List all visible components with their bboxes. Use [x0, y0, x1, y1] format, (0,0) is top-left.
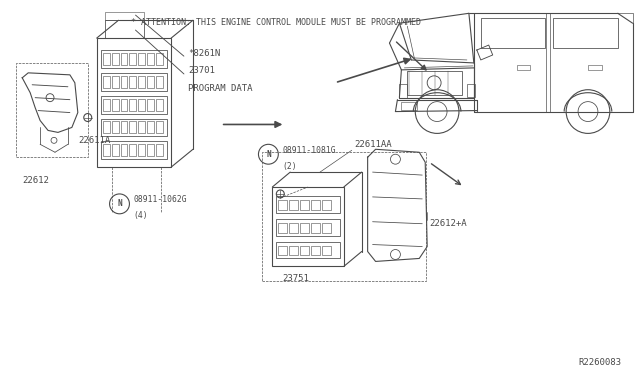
Text: R2260083: R2260083 — [578, 358, 621, 367]
Bar — [278, 246, 287, 256]
Bar — [289, 200, 298, 210]
Bar — [111, 99, 118, 110]
Bar — [300, 200, 309, 210]
Bar — [129, 53, 136, 65]
Bar — [276, 241, 340, 259]
Bar — [102, 122, 109, 134]
Text: *8261N: *8261N — [188, 48, 220, 58]
Bar — [156, 76, 163, 88]
Bar — [100, 141, 167, 159]
Bar — [311, 223, 320, 232]
Bar — [120, 122, 127, 134]
Bar — [553, 18, 618, 48]
Bar — [278, 200, 287, 210]
Bar — [138, 144, 145, 156]
Text: 22612: 22612 — [22, 176, 49, 185]
Text: 22611A: 22611A — [78, 136, 110, 145]
Bar — [97, 38, 171, 167]
Bar — [16, 63, 88, 157]
Bar — [273, 187, 344, 266]
Bar — [120, 53, 127, 65]
Text: PROGRAM DATA: PROGRAM DATA — [188, 84, 253, 93]
Bar — [147, 122, 154, 134]
Bar — [129, 76, 136, 88]
Bar — [138, 99, 145, 110]
Bar — [120, 144, 127, 156]
Bar — [311, 200, 320, 210]
Bar — [156, 99, 163, 110]
Bar — [100, 119, 167, 137]
Bar — [147, 99, 154, 110]
Text: 08911-1062G: 08911-1062G — [133, 195, 187, 204]
Bar — [481, 18, 545, 48]
Bar — [322, 200, 331, 210]
Bar — [111, 122, 118, 134]
Bar — [322, 246, 331, 256]
Text: 23701: 23701 — [188, 66, 215, 76]
Text: (2): (2) — [282, 162, 297, 171]
Bar — [147, 144, 154, 156]
Text: 22612+A: 22612+A — [429, 219, 467, 228]
Bar — [262, 152, 426, 281]
Bar — [156, 122, 163, 134]
Bar — [102, 76, 109, 88]
Bar — [100, 73, 167, 91]
Bar — [399, 84, 407, 98]
Text: N: N — [117, 199, 122, 208]
Bar — [102, 99, 109, 110]
Bar — [120, 76, 127, 88]
Bar — [102, 53, 109, 65]
Bar — [401, 102, 417, 110]
Bar — [104, 20, 145, 38]
Bar — [289, 246, 298, 256]
Bar — [156, 53, 163, 65]
Bar — [156, 144, 163, 156]
Text: (4): (4) — [133, 211, 148, 220]
Bar — [276, 196, 340, 213]
Bar — [111, 76, 118, 88]
Bar — [129, 122, 136, 134]
Bar — [311, 246, 320, 256]
Text: * ATTENTION: THIS ENGINE CONTROL MODULE MUST BE PROGRAMMED: * ATTENTION: THIS ENGINE CONTROL MODULE … — [131, 18, 421, 27]
Bar — [300, 223, 309, 232]
Text: 22611AA: 22611AA — [355, 140, 392, 149]
Bar — [120, 99, 127, 110]
Bar — [102, 144, 109, 156]
Bar — [516, 65, 531, 70]
Bar — [467, 84, 475, 97]
Bar — [276, 219, 340, 235]
Bar — [129, 144, 136, 156]
Bar — [289, 223, 298, 232]
Bar — [104, 12, 145, 20]
Bar — [138, 53, 145, 65]
Bar — [550, 13, 633, 112]
Bar — [138, 122, 145, 134]
Bar — [278, 223, 287, 232]
Bar — [147, 76, 154, 88]
Bar — [147, 53, 154, 65]
Text: 23751: 23751 — [282, 274, 309, 283]
Bar — [300, 246, 309, 256]
Text: N: N — [266, 150, 271, 159]
Bar — [588, 65, 602, 70]
Bar — [138, 76, 145, 88]
Text: 08911-1081G: 08911-1081G — [282, 146, 336, 155]
Bar — [322, 223, 331, 232]
Bar — [111, 144, 118, 156]
Bar — [129, 99, 136, 110]
Bar — [111, 53, 118, 65]
Bar — [100, 50, 167, 68]
Bar — [407, 71, 462, 95]
Bar — [100, 96, 167, 113]
